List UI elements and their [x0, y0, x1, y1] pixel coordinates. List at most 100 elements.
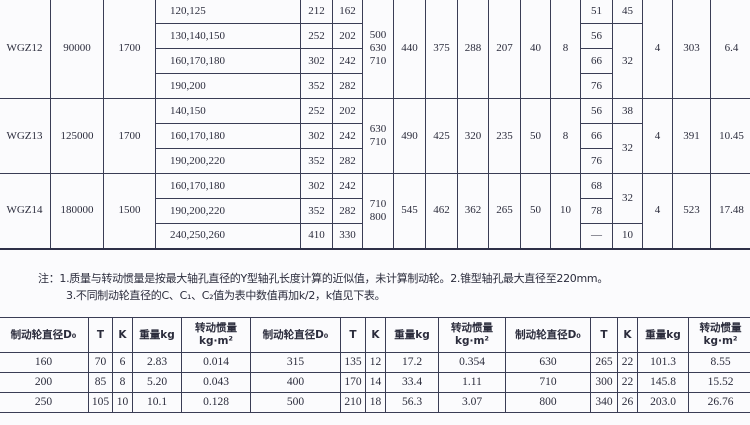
- table-cell: 630: [505, 352, 591, 373]
- bore-diameter-cell: 160,170,180: [155, 123, 301, 149]
- table-cell: 14: [365, 372, 386, 393]
- dimension-cell: 265: [488, 173, 521, 249]
- table-cell: 265: [590, 352, 618, 373]
- table-cell: 340: [590, 392, 618, 413]
- dimension-cell: 375: [425, 0, 458, 99]
- table-cell: 70: [88, 352, 113, 373]
- column-header: 转动惯量 kg·m²: [181, 317, 251, 353]
- length-l-cell: 242: [332, 173, 363, 199]
- dimension-cell: 50: [520, 98, 551, 174]
- table-cell: 26: [617, 392, 638, 413]
- length-l1-cell: 302: [300, 173, 333, 199]
- table-cell: 18: [365, 392, 386, 413]
- brake-diameter-cell: 500 630 710: [362, 0, 394, 99]
- sub-dimension-cell: 32: [612, 123, 643, 174]
- torque-cell: 125000: [50, 98, 104, 174]
- inertia-cell: 17.48: [710, 173, 750, 249]
- mass-cell: 303: [672, 0, 711, 99]
- column-header: 制动轮直径D₀: [250, 317, 341, 353]
- dimension-cell: 288: [457, 0, 489, 99]
- table-cell: 26.76: [688, 392, 750, 413]
- bore-diameter-cell: 130,140,150: [155, 23, 301, 49]
- table-row: WGZ12 90000 1700 120,125 212 162 500 630 710 44…: [0, 0, 750, 99]
- table-cell: 22: [617, 372, 638, 393]
- inertia-cell: 6.4: [710, 0, 750, 99]
- bore-diameter-cell: 160,170,180: [155, 173, 301, 199]
- table-row: 190,200,220 352 282 76: [0, 148, 750, 174]
- dimension-cell: 207: [488, 0, 521, 99]
- table-cell: 5.20: [132, 372, 182, 393]
- table-cell: 160: [0, 352, 89, 373]
- dimension-cell: 8: [550, 0, 581, 99]
- bore-diameter-cell: 140,150: [155, 98, 301, 124]
- table-row: 200 85 8 5.20 0.043 400 170 14 33.4 1.11 710 300 22 1…: [0, 372, 750, 393]
- table-cell: 0.014: [181, 352, 251, 373]
- table-row: 130,140,150 252 202 56 32: [0, 23, 750, 99]
- sub-dimension-cell: 56: [580, 98, 613, 124]
- length-l1-cell: 212: [300, 0, 333, 24]
- table-row: WGZ13 125000 1700 140,150 252 202 630 710 490 42…: [0, 98, 750, 174]
- inertia-cell: 10.45: [710, 98, 750, 174]
- dimension-cell: 462: [425, 173, 458, 249]
- mass-cell: 391: [672, 98, 711, 174]
- length-l1-cell: 410: [300, 223, 333, 249]
- dimension-cell: 10: [550, 173, 581, 249]
- table-row: 160,170,180 302 242 66 32: [0, 123, 750, 174]
- dimension-cell: 40: [520, 0, 551, 99]
- table-cell: 170: [340, 372, 366, 393]
- sub-dimension-cell: 10: [612, 223, 643, 249]
- column-header: 制动轮直径D₀: [505, 317, 591, 353]
- bolt-count-cell: 4: [642, 98, 673, 174]
- dimension-cell: 362: [457, 173, 489, 249]
- brake-wheel-table: 制动轮直径D₀ T K 重量kg 转动惯量 kg·m² 制动轮直径D₀ T K 重量kg 转动惯量…: [0, 317, 750, 413]
- table-cell: 203.0: [637, 392, 689, 413]
- sub-dimension-cell: 45: [612, 0, 643, 24]
- length-l1-cell: 252: [300, 23, 333, 49]
- length-l-cell: 202: [332, 23, 363, 49]
- table-cell: 3.07: [438, 392, 506, 413]
- bore-diameter-cell: 240,250,260: [155, 223, 301, 249]
- dimension-cell: 50: [520, 173, 551, 249]
- sub-dimension-cell: 68: [580, 173, 613, 199]
- table-row: 160 70 6 2.83 0.014 315 135 12 17.2 0.354 630 265 22…: [0, 352, 750, 373]
- table-cell: 0.354: [438, 352, 506, 373]
- torque-cell: 180000: [50, 173, 104, 249]
- sub-dimension-cell: 51: [580, 0, 613, 24]
- dimension-cell: 235: [488, 98, 521, 174]
- column-header: K: [112, 317, 133, 353]
- bolt-count-cell: 4: [642, 173, 673, 249]
- table-cell: 85: [88, 372, 113, 393]
- column-header: 制动轮直径D₀: [0, 317, 89, 353]
- brake-diameter-cell: 710 800: [362, 173, 394, 249]
- table-cell: 710: [505, 372, 591, 393]
- length-l1-cell: 252: [300, 98, 333, 124]
- dimension-cell: 545: [393, 173, 426, 249]
- notes: 注：1.质量与转动惯量是按最大轴孔直径的Y型轴孔长度计算的近似值，未计算制动轮。…: [38, 270, 608, 304]
- table-cell: 0.128: [181, 392, 251, 413]
- dimension-cell: 490: [393, 98, 426, 174]
- table-cell: 17.2: [385, 352, 439, 373]
- table-cell: 145.8: [637, 372, 689, 393]
- length-l1-cell: 302: [300, 123, 333, 149]
- table-cell: 300: [590, 372, 618, 393]
- length-l-cell: 202: [332, 98, 363, 124]
- sub-dimension-cell: 32: [612, 173, 643, 224]
- column-header: T: [340, 317, 366, 353]
- model-cell: WGZ12: [0, 0, 51, 99]
- table-cell: 1.11: [438, 372, 506, 393]
- note-line-1: 注：1.质量与转动惯量是按最大轴孔直径的Y型轴孔长度计算的近似值，未计算制动轮。…: [38, 272, 609, 285]
- table-row: 190,200 352 282 76: [0, 73, 750, 99]
- model-cell: WGZ14: [0, 173, 51, 249]
- column-header: 重量kg: [132, 317, 182, 353]
- table-cell: 0.043: [181, 372, 251, 393]
- column-header: T: [88, 317, 113, 353]
- length-l-cell: 330: [332, 223, 363, 249]
- table-cell: 15.52: [688, 372, 750, 393]
- length-l-cell: 242: [332, 48, 363, 74]
- speed-cell: 1500: [103, 173, 156, 249]
- dimension-cell: 440: [393, 0, 426, 99]
- dimension-cell: 425: [425, 98, 458, 174]
- coupling-spec-table: WGZ12 90000 1700 120,125 212 162 500 630 710 44…: [0, 0, 750, 250]
- table-cell: 200: [0, 372, 89, 393]
- bore-diameter-cell: 190,200: [155, 73, 301, 99]
